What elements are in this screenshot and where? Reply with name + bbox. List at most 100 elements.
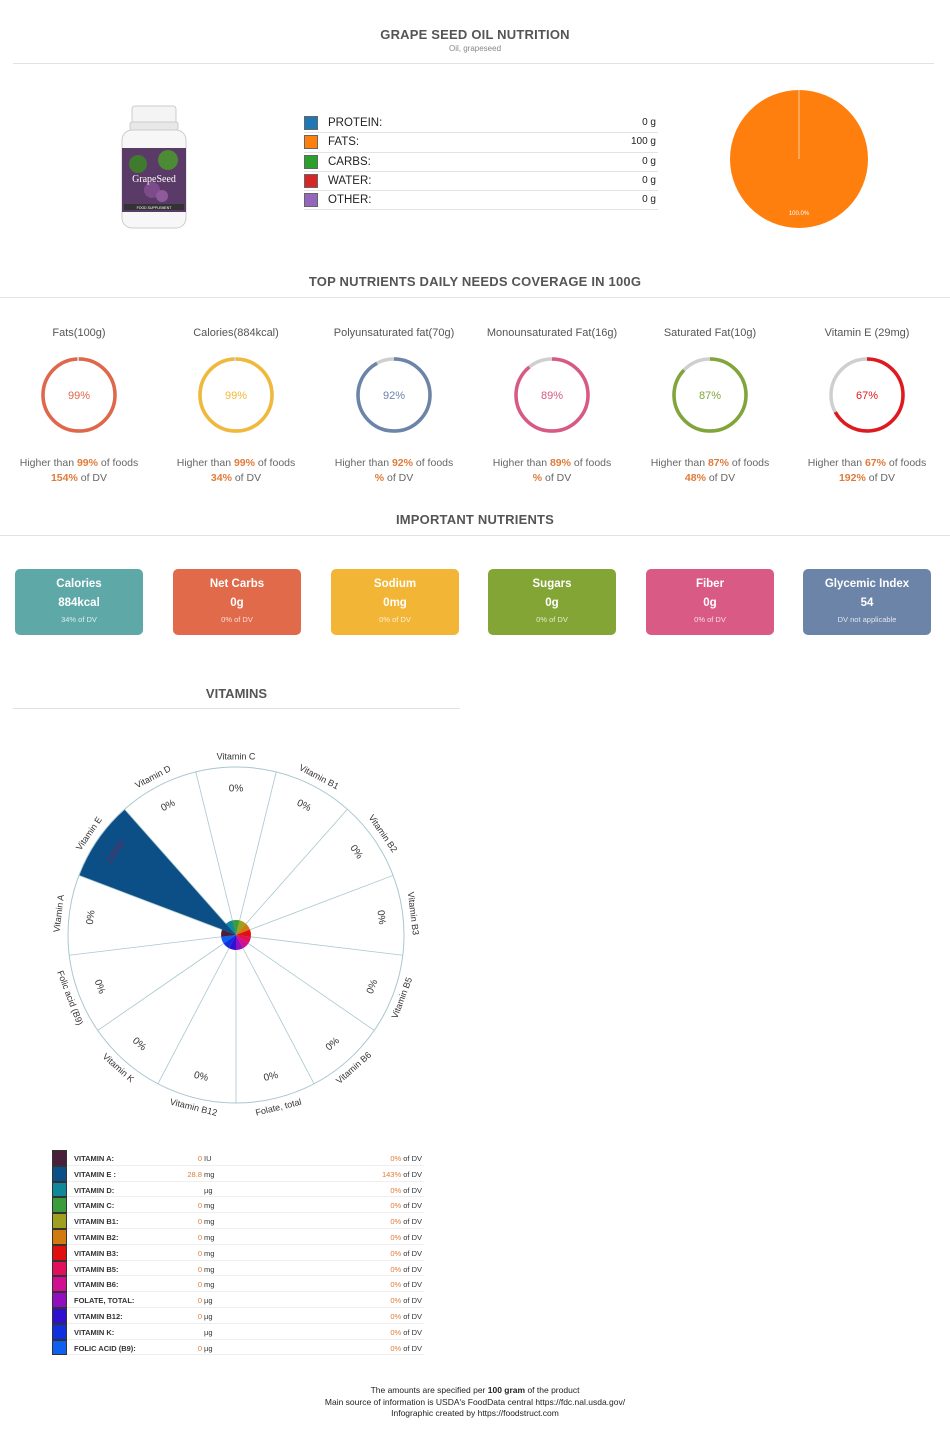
radial-bar-vitamin-e bbox=[78, 809, 236, 935]
gauge-label: Saturated Fat(10g) bbox=[663, 327, 757, 339]
vitamins-table: VITAMIN A: 0 IU 0% of DV VITAMIN E :28.8 mg 14… bbox=[52, 1150, 424, 1356]
macro-swatch bbox=[304, 116, 318, 130]
radial-value-label: 0% bbox=[193, 1070, 210, 1084]
card-dv: 0% of DV bbox=[694, 615, 726, 624]
radial-center-segment bbox=[221, 923, 236, 935]
vitamin-amount: 0 bbox=[197, 1296, 202, 1306]
vitamin-swatch bbox=[52, 1339, 67, 1356]
radial-center-segment bbox=[221, 935, 236, 944]
vitamin-amount: 0 bbox=[197, 1311, 202, 1321]
gauge-higher-text: Higher than 92% of foods bbox=[334, 457, 454, 469]
gauge-ring: 89% bbox=[514, 357, 590, 433]
vitamin-name: VITAMIN C: bbox=[74, 1201, 115, 1211]
vitamin-unit: µg bbox=[204, 1327, 213, 1337]
gauge-item: Vitamin E (29mg) 67% Higher than 67% of fo… bbox=[788, 327, 946, 484]
radial-value-label: 0% bbox=[92, 978, 107, 996]
vitamin-dv: 0% of DV bbox=[390, 1154, 422, 1163]
macro-value: 0 g bbox=[642, 194, 656, 206]
vitamin-name: VITAMIN B3: bbox=[74, 1248, 119, 1258]
radial-category-label: Vitamin B12 bbox=[169, 1097, 218, 1118]
radial-value-label: 0% bbox=[229, 784, 244, 795]
gauge-label: Polyunsaturated fat(70g) bbox=[333, 327, 455, 339]
vitamin-dv: 0% of DV bbox=[390, 1217, 422, 1227]
footer: The amounts are specified per 100 gram o… bbox=[0, 1385, 950, 1420]
vitamin-swatch bbox=[52, 1165, 67, 1182]
vitamin-dv: 0% of DV bbox=[390, 1201, 422, 1211]
vitamin-row: VITAMIN D: µg 0% of DV bbox=[52, 1181, 424, 1198]
gauge-ring: 99% bbox=[198, 357, 274, 433]
macro-swatch bbox=[304, 154, 318, 169]
vitamin-unit: µg bbox=[204, 1343, 213, 1353]
gauge-dv-text: 48% of DV bbox=[684, 472, 736, 484]
vitamin-row: VITAMIN B1: 0 mg 0% of DV bbox=[52, 1213, 424, 1229]
radial-center-segment bbox=[236, 935, 251, 944]
macro-label: CARBS: bbox=[328, 155, 371, 168]
nutrient-card: Glycemic Index 54 DV not applicable bbox=[803, 569, 931, 635]
gauge-percent: 92% bbox=[383, 390, 405, 402]
macro-swatch bbox=[304, 193, 318, 208]
gauge-percent: 99% bbox=[225, 390, 247, 402]
card-value: 884kcal bbox=[58, 597, 100, 609]
pie-slice-label: 100.0% bbox=[789, 211, 810, 217]
card-name: Net Carbs bbox=[209, 578, 265, 590]
radial-category-label: Vitamin B1 bbox=[297, 762, 340, 791]
vitamin-dv: 0% of DV bbox=[390, 1280, 422, 1290]
card-dv: 0% of DV bbox=[221, 615, 253, 624]
radial-category-label: Vitamin B2 bbox=[367, 813, 400, 854]
vitamin-dv: 0% of DV bbox=[390, 1248, 422, 1258]
vitamin-dv: 0% of DV bbox=[390, 1343, 422, 1353]
product-tag-text: FOOD SUPPLEMENT bbox=[137, 206, 173, 210]
radial-center-segment bbox=[236, 935, 243, 950]
radial-center-segment bbox=[236, 923, 251, 935]
card-value: 0g bbox=[703, 597, 717, 609]
vitamin-dv: 0% of DV bbox=[390, 1185, 422, 1195]
vitamin-name: VITAMIN E : bbox=[74, 1169, 116, 1179]
macro-swatch bbox=[304, 135, 318, 150]
product-bottle-image: GrapeSeed FOOD SUPPLEMENT bbox=[121, 105, 187, 229]
vitamins-radial-chart: Vitamin C 0% Vitamin B1 0% Vitamin B2 0% Vitam… bbox=[51, 751, 420, 1118]
card-name: Glycemic Index bbox=[824, 578, 910, 590]
gauge-percent: 87% bbox=[699, 390, 721, 402]
vitamin-dv: 0% of DV bbox=[390, 1327, 422, 1337]
card-value: 0mg bbox=[383, 597, 407, 609]
radial-center-segment bbox=[229, 935, 236, 950]
radial-category-label: Vitamin D bbox=[133, 763, 172, 790]
macro-value: 0 g bbox=[642, 174, 656, 186]
vitamin-swatch bbox=[52, 1323, 67, 1340]
radial-spoke bbox=[235, 771, 277, 936]
macro-label: FATS: bbox=[328, 136, 360, 149]
vitamin-row: VITAMIN C: 0 mg 0% of DV bbox=[52, 1197, 424, 1214]
radial-center-segment bbox=[223, 935, 236, 949]
gauge-arc bbox=[198, 357, 274, 433]
vitamin-unit: mg bbox=[204, 1169, 215, 1179]
radial-value-label: 0% bbox=[263, 1070, 280, 1084]
macro-value: 100 g bbox=[630, 136, 656, 148]
vitamin-amount: 0 bbox=[197, 1201, 202, 1211]
radial-spoke bbox=[69, 934, 237, 956]
vitamin-swatch bbox=[52, 1181, 67, 1198]
radial-category-label: Vitamin C bbox=[217, 751, 256, 761]
card-dv: 34% of DV bbox=[61, 615, 97, 624]
macro-row: WATER: 0 g bbox=[304, 172, 658, 192]
radial-spoke bbox=[124, 808, 237, 936]
card-dv: 0% of DV bbox=[379, 615, 411, 624]
gauge-higher-text: Higher than 87% of foods bbox=[650, 457, 770, 469]
card-name: Calories bbox=[56, 578, 102, 590]
vitamin-row: VITAMIN E : 28.8 mg 143% of DV bbox=[52, 1165, 424, 1182]
gauge-arc bbox=[672, 357, 748, 433]
vitamin-name: VITAMIN B12: bbox=[74, 1311, 123, 1321]
top-nutrients-title: TOP NUTRIENTS DAILY NEEDS COVERAGE IN 10… bbox=[308, 274, 642, 289]
nutrient-card: Fiber 0g 0% of DV bbox=[646, 569, 774, 635]
radial-spoke bbox=[195, 771, 237, 936]
vitamin-dv: 0% of DV bbox=[390, 1232, 422, 1242]
gauge-higher-text: Higher than 67% of foods bbox=[807, 457, 927, 469]
vitamin-swatch bbox=[52, 1260, 67, 1277]
vitamin-amount: 0 bbox=[197, 1217, 202, 1227]
gauge-percent: 99% bbox=[68, 390, 90, 402]
vitamin-unit: IU bbox=[204, 1154, 212, 1163]
vitamin-unit: µg bbox=[204, 1311, 213, 1321]
radial-value-label: 0% bbox=[295, 798, 313, 815]
gauge-item: Saturated Fat(10g) 87% Higher than 87% of … bbox=[631, 327, 789, 484]
radial-value-label: 0% bbox=[365, 978, 380, 996]
radial-value-label: 0% bbox=[130, 1035, 148, 1053]
